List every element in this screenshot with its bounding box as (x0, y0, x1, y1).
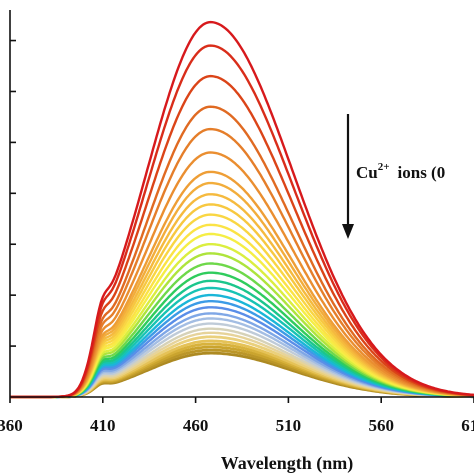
spectrum-line (10, 170, 474, 399)
x-axis-title: Wavelength (nm) (221, 453, 354, 474)
spectrum-line (10, 213, 474, 399)
x-tick-label: 610 (461, 416, 474, 435)
quench-arrow-head-icon (342, 224, 354, 239)
x-tick-label: 560 (368, 416, 394, 435)
annotation-label: Cu2+ ions (0 (356, 161, 445, 182)
spectrum-line (10, 223, 474, 399)
annotation-prefix: Cu (356, 163, 378, 182)
x-tick-label: 460 (183, 416, 209, 435)
x-tick-label: 360 (0, 416, 23, 435)
spectrum-line (10, 203, 474, 399)
annotation-layer: Cu2+ ions (0 (342, 114, 445, 239)
spectrum-line (10, 20, 474, 399)
series-layer (10, 20, 474, 399)
spectrum-line (10, 232, 474, 399)
axes-layer: 360 410 460 510 560 610 (0, 10, 474, 435)
x-tick-label: 410 (90, 416, 116, 435)
annotation-superscript: 2+ (378, 161, 390, 173)
annotation-suffix: ions (0 (398, 163, 446, 182)
x-tick-label: 510 (276, 416, 302, 435)
